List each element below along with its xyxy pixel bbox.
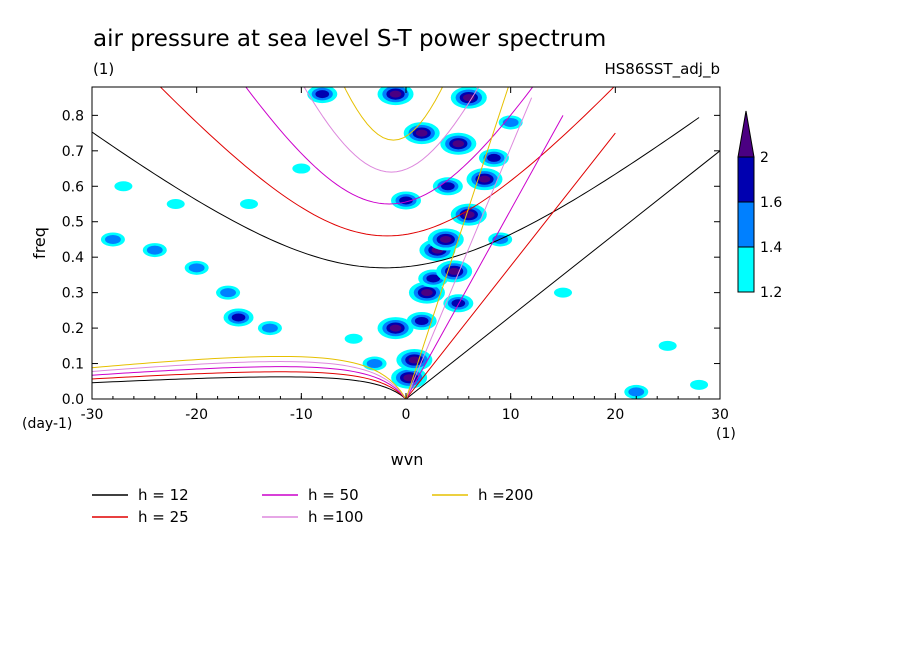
dispersion-curves: [92, 87, 720, 399]
y-tick-label: 0.0: [62, 392, 84, 408]
legend-label: h =200: [478, 486, 533, 504]
y-tick-label: 0.7: [62, 144, 84, 160]
colorbar-swatch: [737, 246, 755, 293]
dispersion-curve-kelvin: [405, 97, 533, 399]
contour-blob: [240, 199, 258, 209]
contour-blob: [414, 317, 429, 325]
x-unit-label: (1): [716, 426, 736, 442]
dispersion-curve-kelvin: [405, 87, 509, 399]
contour-blob: [220, 288, 236, 298]
colorbar-label: 1.6: [760, 195, 782, 211]
dispersion-curve-kelvin: [405, 132, 616, 399]
legend-label: h = 12: [138, 486, 189, 504]
dispersion-curve-upper: [92, 117, 700, 269]
x-tick-label: 10: [502, 407, 520, 423]
contour-blob: [231, 313, 246, 322]
contour-blob: [114, 181, 133, 192]
contour-blob: [166, 199, 185, 209]
dispersion-curve-lower: [92, 376, 407, 399]
contour-blob: [440, 235, 452, 243]
x-axis-label: wvn: [391, 450, 424, 469]
dispersion-curve-kelvin: [405, 115, 564, 399]
contour-blob: [415, 129, 428, 137]
y-tick-label: 0.1: [62, 357, 84, 373]
contour-blob: [262, 323, 278, 333]
contour-blob: [451, 299, 466, 308]
y-tick-label: 0.5: [62, 215, 84, 231]
y-axis-label: freq: [30, 227, 49, 259]
chart-subtitle-right: HS86SST_adj_b: [605, 60, 721, 79]
contour-blob: [690, 379, 709, 390]
contour-blob: [315, 90, 330, 99]
contour-blob: [658, 340, 677, 351]
contour-blob: [487, 153, 501, 162]
contour-blob: [105, 234, 121, 244]
legend-label: h =100: [308, 508, 363, 526]
x-tick-label: -30: [81, 407, 104, 423]
contour-blob: [188, 263, 205, 273]
y-tick-label: 0.8: [62, 108, 84, 124]
colorbar-swatch: [737, 156, 755, 203]
dispersion-curve-lower: [92, 355, 407, 399]
contour-blob: [478, 175, 491, 183]
y-tick-label: 0.6: [62, 179, 84, 195]
y-tick-label: 0.4: [62, 250, 84, 266]
x-tick-label: 20: [606, 407, 624, 423]
dispersion-curve-lower: [92, 361, 407, 399]
dispersion-curve-upper: [303, 87, 480, 173]
contour-blob: [441, 182, 455, 191]
contour-blob: [344, 333, 363, 344]
x-tick-label: -20: [185, 407, 208, 423]
contour-blob: [366, 359, 383, 369]
y-tick-label: 0.2: [62, 321, 84, 337]
legend: h = 12 h = 25 h = 50 h =100 h =200: [92, 486, 533, 526]
contour-blob: [292, 163, 311, 174]
y-unit-label: (day-1): [22, 416, 72, 432]
colorbar-arrow: [737, 110, 755, 158]
colorbar-label: 1.2: [760, 285, 782, 301]
dispersion-curve-upper: [245, 87, 534, 205]
chart-title: air pressure at sea level S-T power spec…: [93, 26, 606, 52]
x-tick-label: -10: [290, 407, 313, 423]
x-tick-label: 30: [711, 407, 729, 423]
contour-blob: [421, 289, 433, 297]
colorbar-label: 1.4: [760, 240, 782, 256]
contour-blob: [408, 356, 421, 364]
contour-blob: [628, 387, 645, 397]
dispersion-curve-kelvin: [405, 150, 720, 399]
dispersion-curve-lower: [92, 366, 407, 399]
contour-blob: [426, 274, 441, 283]
spectrum-contours: [100, 87, 709, 399]
contour-blob: [146, 245, 163, 255]
x-tick-label: 0: [402, 407, 411, 423]
dispersion-curve-upper: [343, 87, 444, 141]
axes: -30 -20 -10 0 10 20 30 0.0 0.1 0.2 0.3 0.4 0.5 0.6 0.7…: [62, 87, 729, 423]
colorbar-label: 2: [760, 150, 769, 166]
dispersion-curve-lower: [92, 371, 407, 399]
contour-blob: [448, 267, 460, 275]
colorbar-swatch: [737, 201, 755, 248]
y-tick-label: 0.3: [62, 286, 84, 302]
contour-blob: [389, 90, 402, 98]
legend-label: h = 25: [138, 508, 189, 526]
legend-label: h = 50: [308, 486, 359, 504]
contour-blob: [554, 287, 572, 298]
contour-blob: [452, 140, 465, 148]
dispersion-curve-upper: [159, 87, 615, 237]
colorbar: 2 1.6 1.4 1.2: [737, 110, 782, 301]
contour-blob: [389, 324, 402, 332]
chart-subtitle-left: (1): [93, 60, 114, 78]
contour-blob: [463, 94, 475, 102]
